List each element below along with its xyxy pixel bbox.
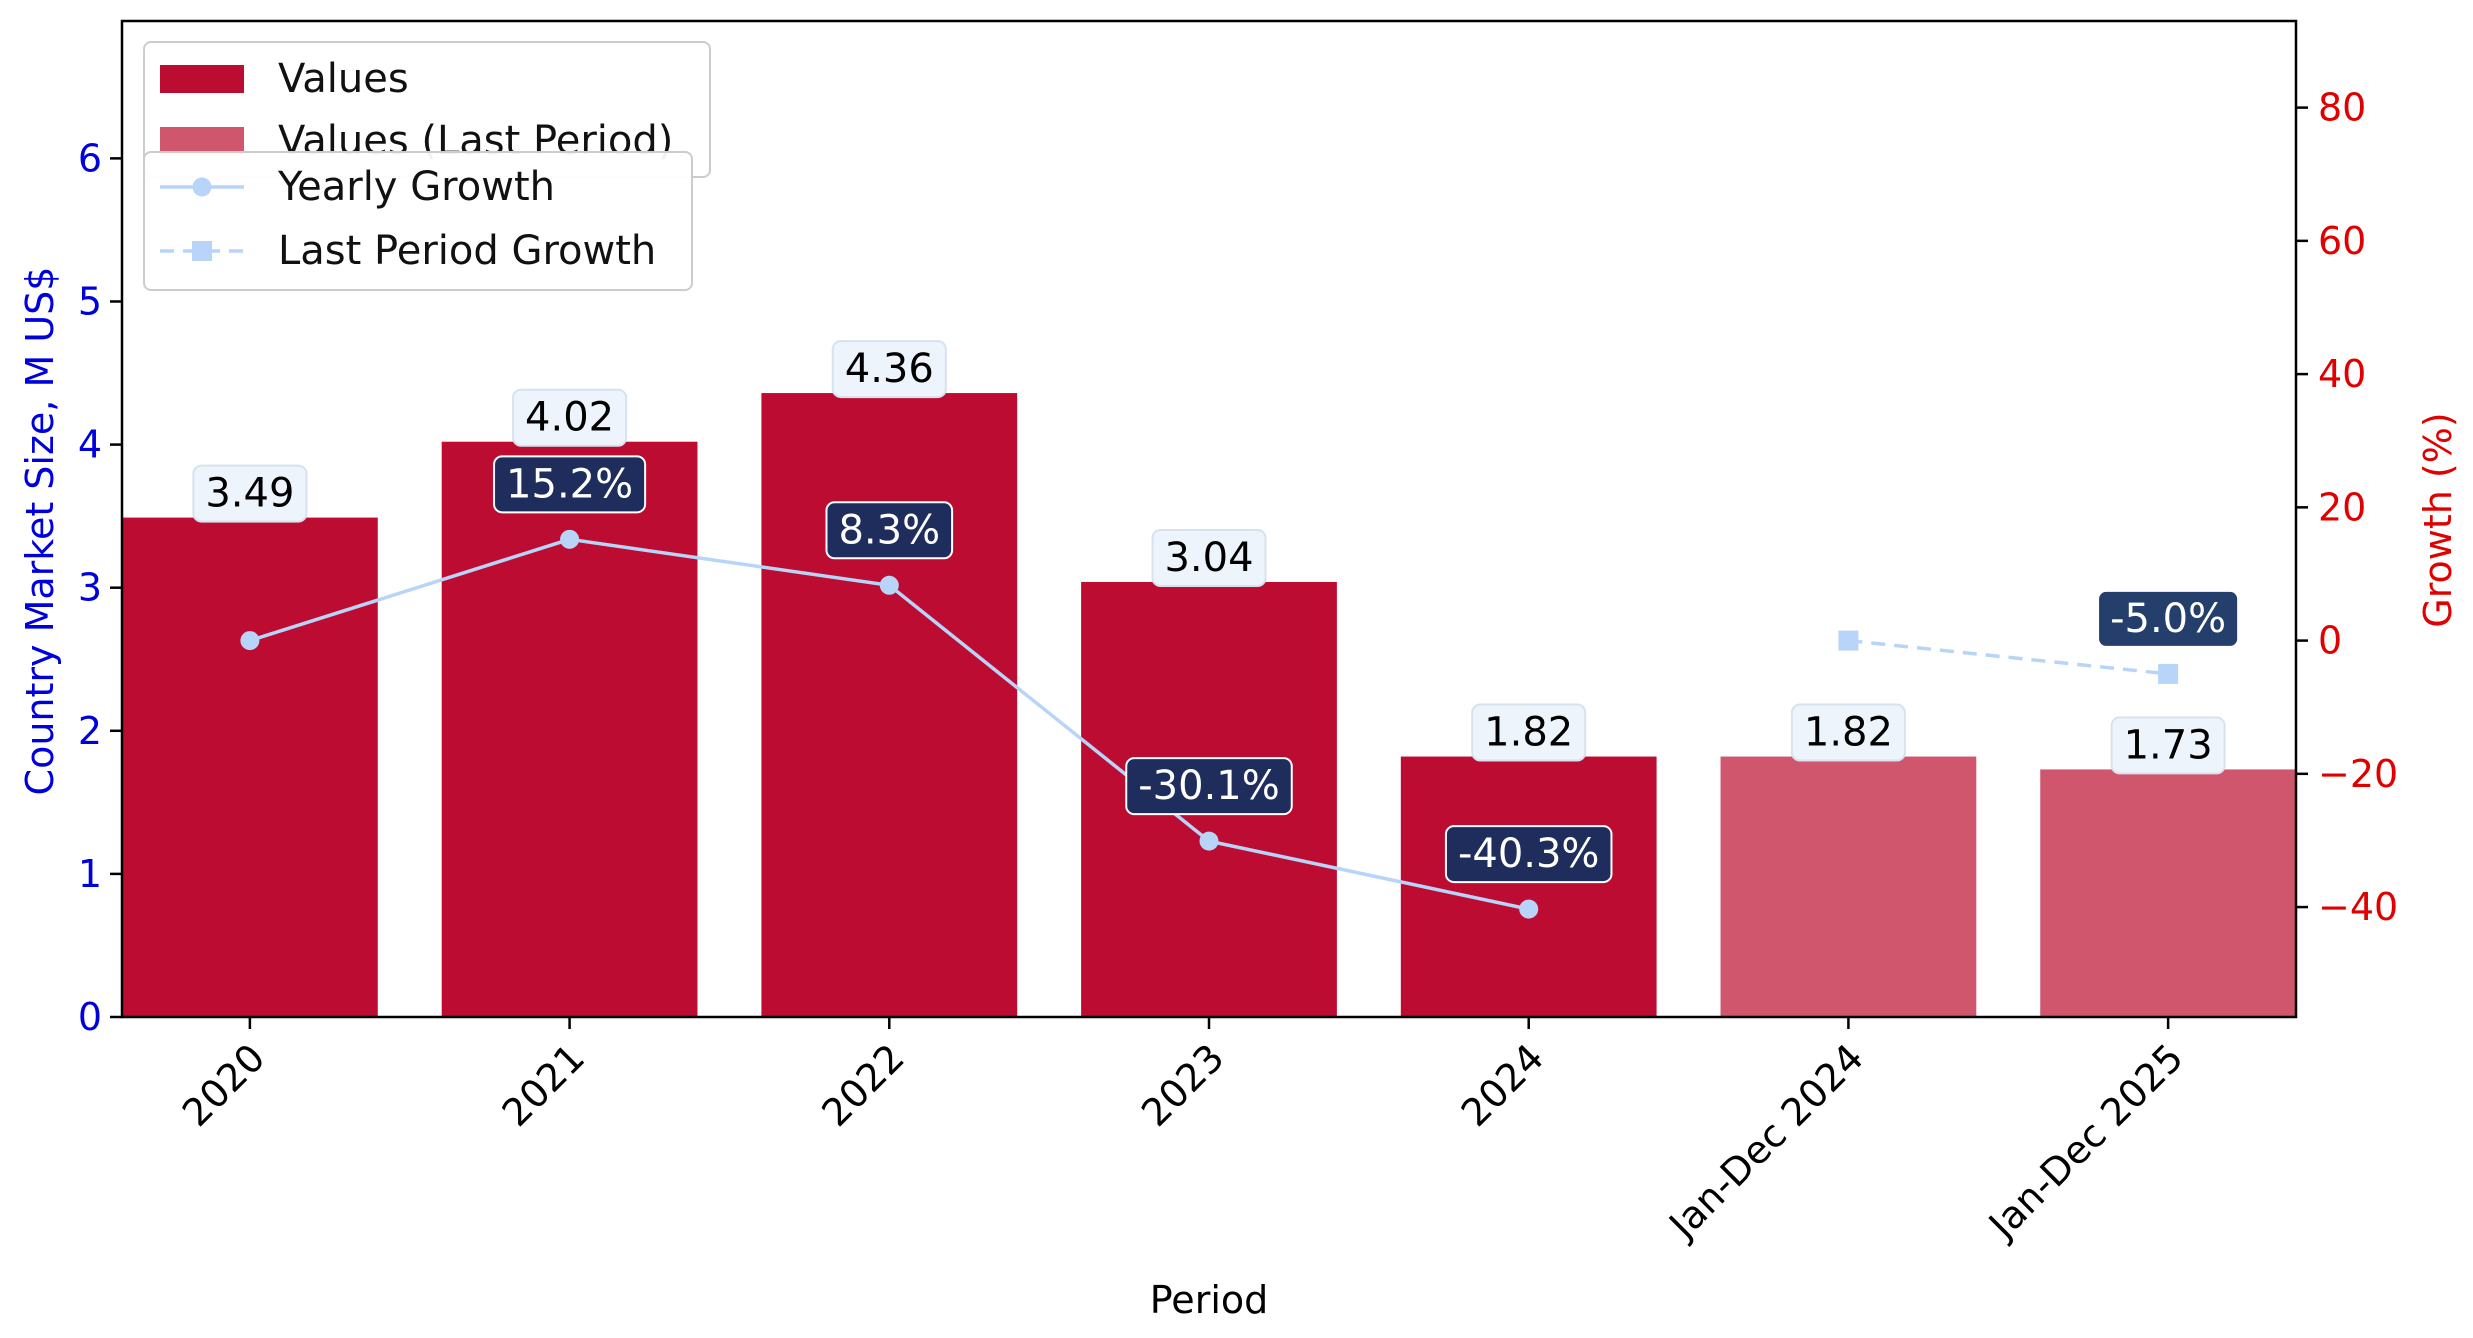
y2-axis-title: Growth (%)	[2416, 412, 2460, 627]
value-label-text: 3.49	[205, 471, 294, 517]
growth-label-box	[1444, 825, 1613, 884]
growth-marker	[1199, 831, 1219, 851]
growth-marker	[560, 529, 580, 549]
bar	[761, 393, 1018, 1017]
growth-label-box	[1125, 757, 1293, 816]
value-label: 4.02	[512, 388, 628, 447]
growth-marker	[1519, 899, 1539, 919]
growth-label-text: -5.0%	[2110, 596, 2226, 642]
growth-label-text: 8.3%	[838, 507, 940, 553]
y-tick-label: 0	[78, 995, 102, 1039]
legend-label: Values	[278, 56, 409, 102]
x-axis-title: Period	[1150, 1278, 1269, 1322]
line-legend-box	[143, 151, 693, 291]
y2-tick-label: 20	[2318, 485, 2366, 529]
y-tick-label: 1	[78, 852, 102, 896]
legend-label: Last Period Growth	[278, 228, 656, 274]
legend-marker	[192, 177, 212, 197]
y2-tick-label: −20	[2318, 752, 2398, 796]
value-label: 3.49	[192, 464, 308, 523]
y-tick-label: 6	[78, 136, 102, 180]
value-label-box	[1471, 703, 1587, 762]
value-label-box	[512, 388, 628, 447]
growth-label-text: 15.2%	[506, 461, 633, 507]
bar	[2040, 769, 2296, 1017]
bar	[122, 517, 378, 1017]
legend-label: Yearly Growth	[277, 164, 555, 210]
growth-label: 15.2%	[493, 455, 647, 514]
growth-label: 8.3%	[825, 501, 954, 560]
growth-label-box	[493, 455, 647, 514]
growth-line	[1848, 638, 2169, 676]
growth-label-text: -30.1%	[1138, 763, 1280, 809]
growth-label: -5.0%	[2097, 589, 2240, 648]
growth-marker	[2158, 663, 2179, 684]
y-tick-label: 2	[78, 709, 102, 753]
growth-label-box	[825, 501, 954, 560]
y-tick-label: 4	[78, 423, 102, 467]
growth-label-box	[2097, 589, 2240, 648]
value-label-text: 4.02	[525, 395, 614, 441]
growth-marker	[879, 575, 899, 595]
growth-label: -30.1%	[1125, 757, 1293, 816]
legend-swatch	[160, 127, 244, 155]
value-label-box	[1790, 703, 1906, 762]
data-labels-layer: 3.49 4.02 4.36 3.04 1.82 1.82 1.73 15.2% 8.3% -30…	[192, 340, 2240, 884]
y2-tick-label: 80	[2318, 86, 2366, 130]
legend-swatch	[160, 65, 244, 93]
bar	[1720, 756, 1977, 1017]
value-label-text: 3.04	[1164, 535, 1253, 581]
y-tick-label: 3	[78, 566, 102, 610]
value-label-text: 1.82	[1804, 710, 1893, 756]
y2-tick-label: 0	[2318, 619, 2342, 663]
bar	[441, 441, 698, 1018]
value-label: 1.73	[2110, 716, 2226, 775]
growth-marker	[1838, 630, 1859, 651]
value-label-text: 1.73	[2124, 722, 2213, 768]
y2-tick-label: 40	[2318, 352, 2366, 396]
value-label: 1.82	[1790, 703, 1906, 762]
growth-label: -40.3%	[1444, 825, 1613, 884]
y2-tick-label: −40	[2318, 885, 2398, 929]
value-label-text: 4.36	[845, 346, 934, 392]
value-label-text: 1.82	[1484, 710, 1573, 756]
value-label-box	[2110, 716, 2226, 775]
value-label-box	[192, 464, 308, 523]
bar	[1400, 756, 1657, 1017]
value-label: 1.82	[1471, 703, 1587, 762]
value-label: 3.04	[1151, 528, 1267, 587]
y-axis-title: Country Market Size, M US$	[18, 267, 62, 796]
y2-tick-label: 60	[2318, 219, 2366, 263]
value-label-box	[1151, 528, 1267, 587]
value-label-box	[831, 340, 947, 399]
line-legend: Yearly Growth Last Period Growth	[143, 151, 693, 291]
legend-marker	[192, 241, 212, 261]
y-tick-label: 5	[78, 279, 102, 323]
value-label: 4.36	[831, 340, 947, 399]
growth-lines-layer	[240, 529, 2179, 919]
growth-label-text: -40.3%	[1458, 831, 1600, 877]
growth-marker	[240, 631, 260, 651]
